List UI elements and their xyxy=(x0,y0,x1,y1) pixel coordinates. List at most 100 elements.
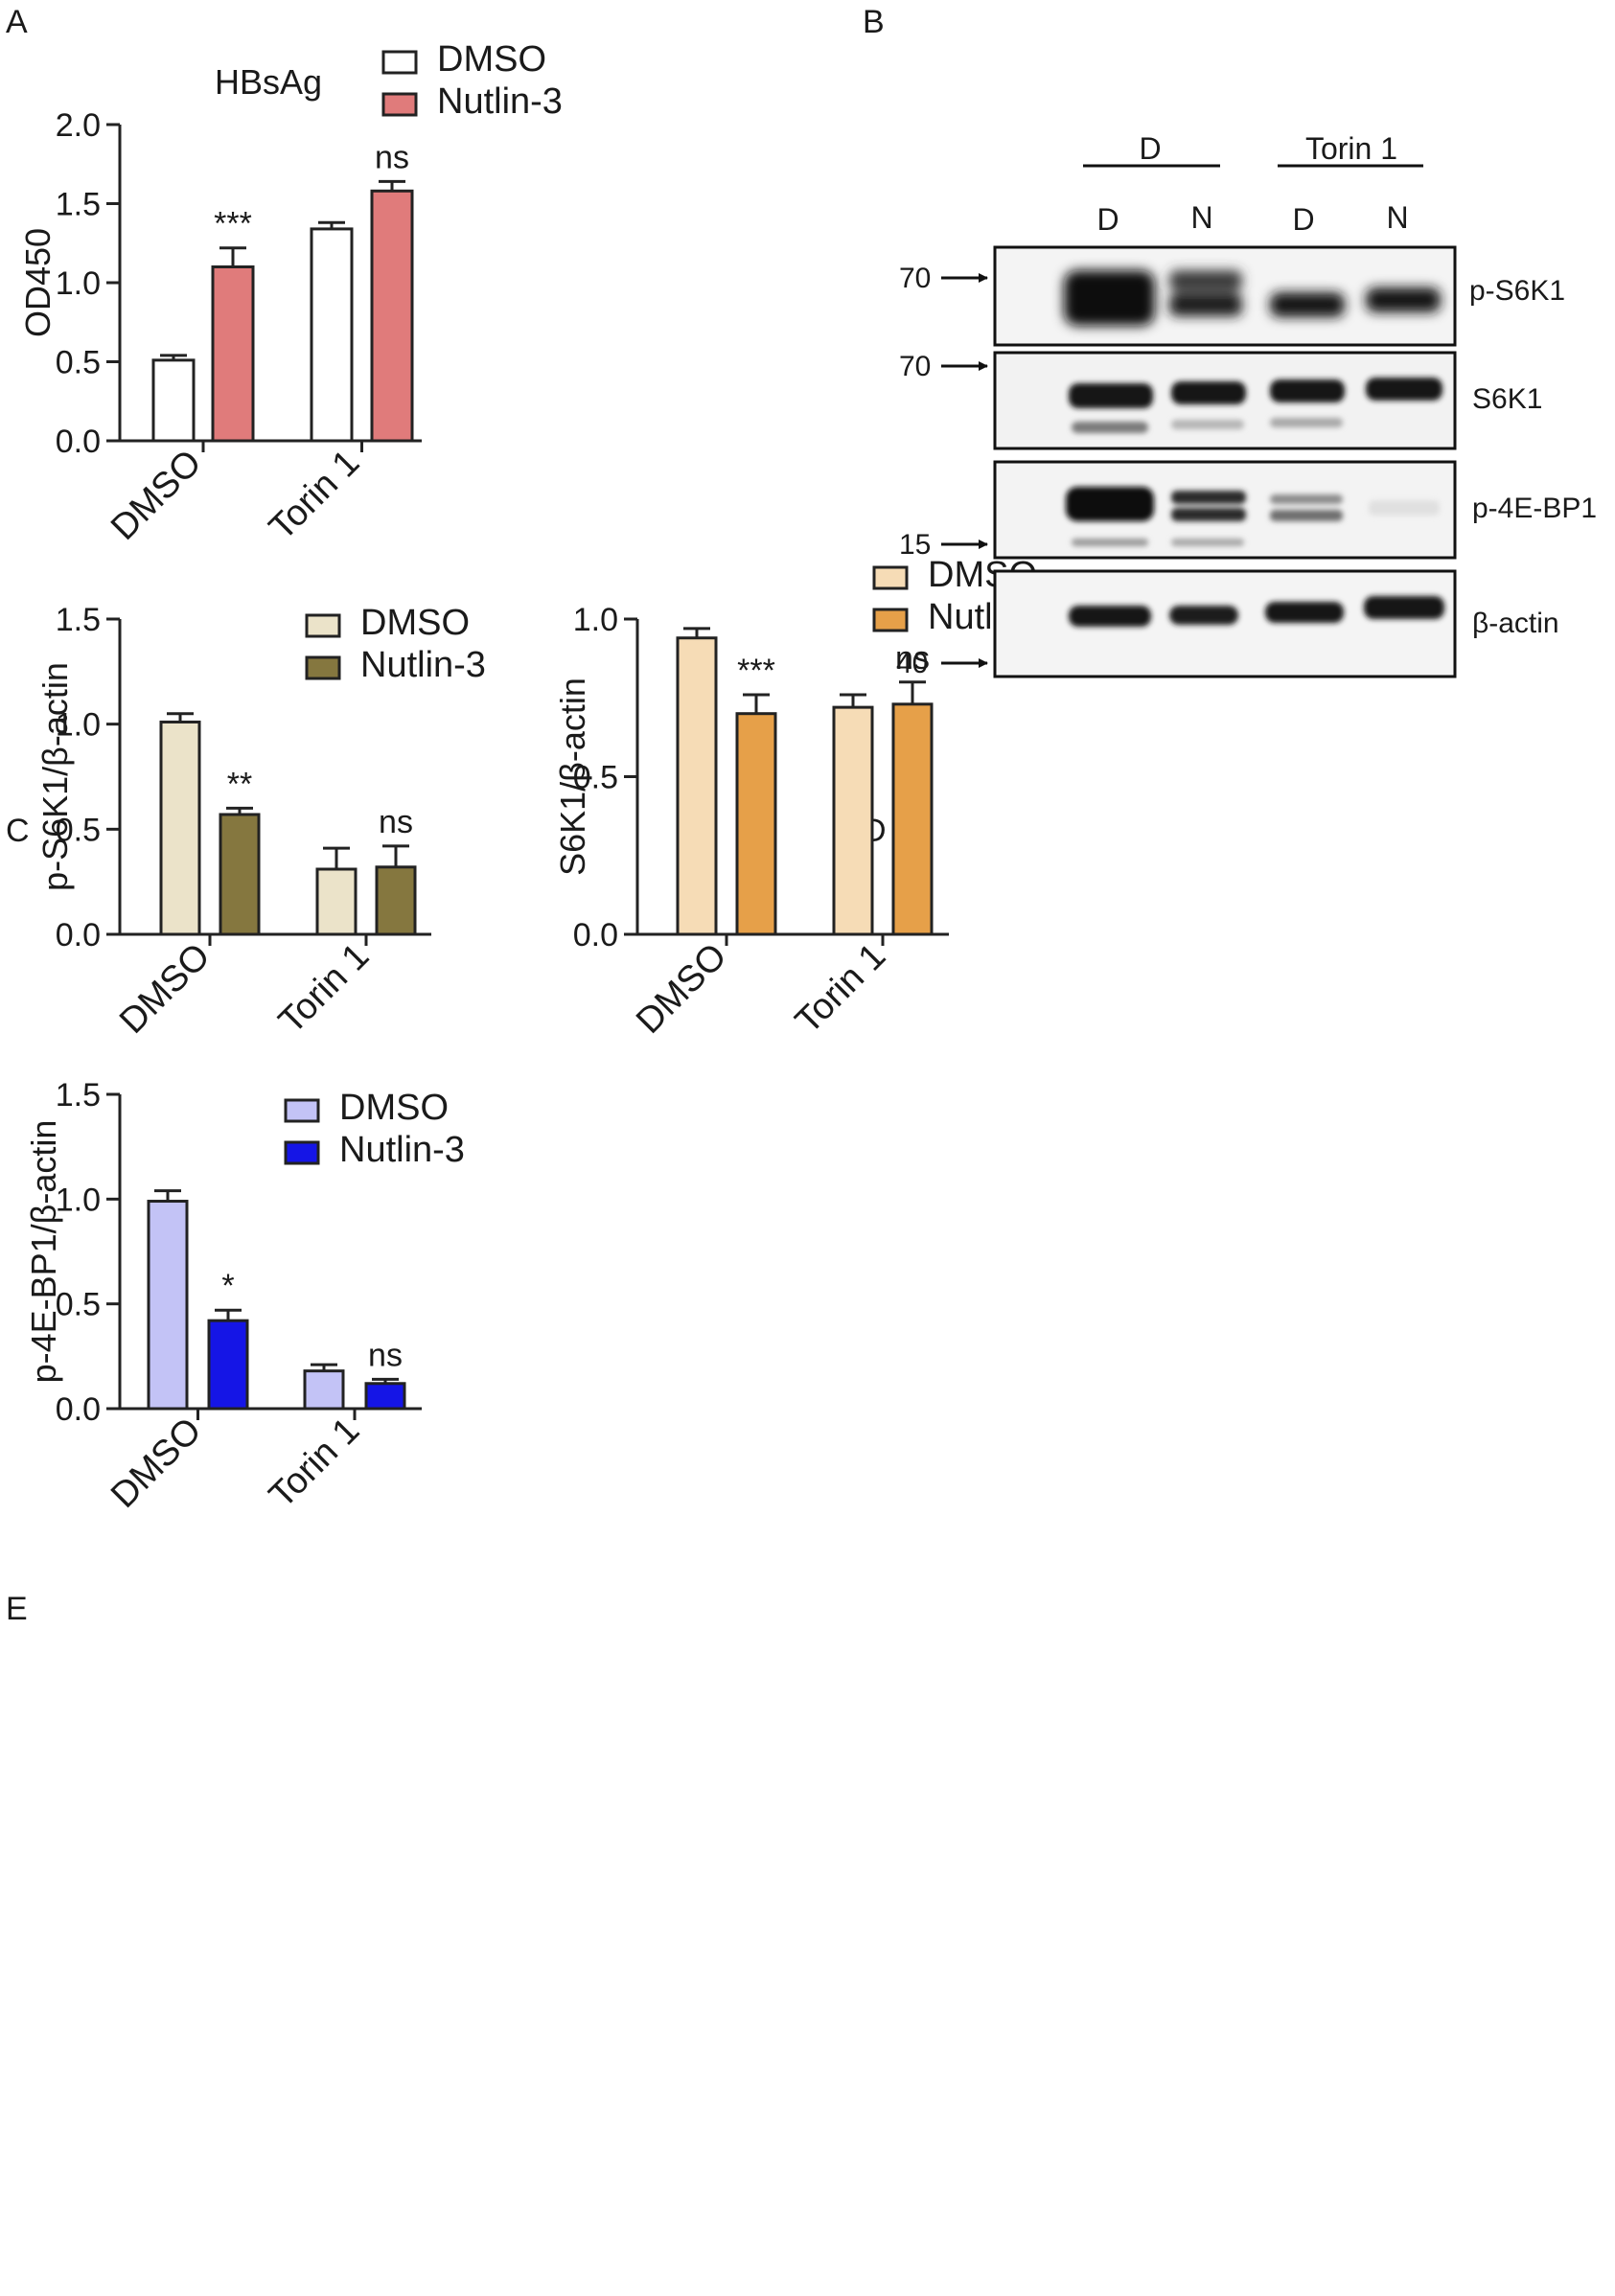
blot-row-p-s6k1: 70 p-S6K1 xyxy=(899,245,1565,347)
legend-label: Nutlin-3 xyxy=(360,645,486,685)
blot-band xyxy=(1169,606,1238,625)
significance-label: ns xyxy=(379,804,413,840)
group-label-torin: Torin 1 xyxy=(1305,131,1397,166)
group-label-d: D xyxy=(1139,131,1161,166)
bar-dmso-dmso xyxy=(151,358,196,443)
y-tick-label: 1.5 xyxy=(56,1077,101,1114)
chart-p-4e-bp1: 0.0 0.5 1.0 1.5 p-4E-BP1/β-actin * DMSO ns Torin… xyxy=(24,1077,465,1516)
significance-label: ns xyxy=(895,640,930,677)
bar-dmso-dmso xyxy=(147,1200,189,1411)
significance-label: * xyxy=(221,1268,234,1304)
significance-label: *** xyxy=(214,206,252,242)
bar-dmso-nutlin-3 xyxy=(211,265,255,443)
legend-swatch xyxy=(381,50,418,75)
bar-torin-1-nutlin-3 xyxy=(375,865,417,936)
y-tick-label: 1.0 xyxy=(56,265,101,302)
blot-band xyxy=(1366,378,1442,401)
blot-band xyxy=(1171,508,1246,521)
blot-row-p-4e-bp1: 15 p-4E-BP1 xyxy=(899,460,1597,561)
legend-swatch xyxy=(381,92,418,117)
y-axis-title: p-4E-BP1/β-actin xyxy=(24,1120,63,1384)
legend-swatch xyxy=(305,655,341,680)
marker-label: 70 xyxy=(899,263,931,294)
y-tick-label: 1.5 xyxy=(56,187,101,223)
blot-row-beta-actin: 40 β-actin xyxy=(896,569,1559,679)
category-label: Torin 1 xyxy=(262,443,367,548)
legend-label: Nutlin-3 xyxy=(437,81,563,122)
blot-band xyxy=(1072,539,1148,546)
category-label: Torin 1 xyxy=(271,936,377,1042)
y-tick-label: 1.5 xyxy=(56,602,101,638)
bar-torin-1-dmso xyxy=(303,1369,345,1411)
marker-label: 40 xyxy=(896,648,928,679)
legend-label: DMSO xyxy=(339,1088,449,1128)
lane-label-4: N xyxy=(1386,200,1408,235)
lane-label-3: D xyxy=(1292,202,1314,237)
blot-band xyxy=(1069,383,1153,408)
bar-dmso-nutlin-3 xyxy=(219,813,261,936)
y-tick-label: 0.5 xyxy=(56,1287,101,1323)
blot-label-p-4e-bp1: p-4E-BP1 xyxy=(1472,493,1597,524)
blot-band xyxy=(1270,379,1345,402)
chart-hbsag: HBsAg 0.0 0.5 1.0 1.5 2.0 OD450 *** DMSO ns Torin … xyxy=(18,39,563,548)
blot-band xyxy=(1169,293,1242,316)
blot-label-p-s6k1: p-S6K1 xyxy=(1469,275,1565,307)
blot-band xyxy=(1072,422,1148,433)
blot-band xyxy=(1171,420,1244,429)
legend-swatch xyxy=(872,565,909,590)
y-axis-title: OD450 xyxy=(18,228,58,337)
y-axis-title: p-S6K1/β-actin xyxy=(35,662,75,891)
y-tick-label: 0.0 xyxy=(56,1391,101,1428)
blot-band xyxy=(1064,270,1155,326)
panel-letter-a: A xyxy=(6,4,28,40)
category-label: DMSO xyxy=(629,936,734,1042)
blot-band xyxy=(1265,602,1344,623)
category-label: Torin 1 xyxy=(788,936,893,1042)
y-tick-label: 0.5 xyxy=(573,760,618,796)
blot-band xyxy=(1270,510,1343,521)
y-tick-label: 0.0 xyxy=(573,917,618,953)
y-tick-label: 0.5 xyxy=(56,812,101,848)
significance-label: ns xyxy=(375,139,409,175)
blot-band xyxy=(1171,491,1246,504)
blot-band xyxy=(1270,494,1343,504)
blot-label-s6k1: S6K1 xyxy=(1472,383,1542,415)
legend-label: DMSO xyxy=(360,603,470,643)
bar-dmso-dmso xyxy=(676,636,718,936)
blot-band xyxy=(1169,270,1242,291)
legend-label: Nutlin-3 xyxy=(339,1130,465,1170)
category-label: DMSO xyxy=(104,1411,209,1516)
legend-label: DMSO xyxy=(437,39,546,80)
western-blot: D Torin 1 D N D N 70 p-S6K1 xyxy=(896,131,1597,679)
bar-dmso-nutlin-3 xyxy=(207,1319,249,1411)
blot-band xyxy=(1171,381,1246,404)
y-tick-label: 0.0 xyxy=(56,917,101,953)
y-axis-title: S6K1/β-actin xyxy=(553,677,592,876)
y-tick-label: 1.0 xyxy=(56,1182,101,1218)
marker-label: 70 xyxy=(899,351,931,382)
category-label: DMSO xyxy=(104,443,209,548)
y-tick-label: 0.5 xyxy=(56,345,101,381)
blot-band xyxy=(1270,418,1343,427)
significance-label: *** xyxy=(737,653,775,689)
significance-label: ns xyxy=(368,1337,403,1373)
blot-band xyxy=(1366,287,1441,312)
y-tick-label: 1.0 xyxy=(56,707,101,744)
legend-swatch xyxy=(305,613,341,638)
blot-band xyxy=(1364,596,1444,619)
bar-torin-1-nutlin-3 xyxy=(370,189,414,443)
y-tick-label: 2.0 xyxy=(56,107,101,144)
lane-label-2: N xyxy=(1190,200,1212,235)
y-tick-label: 0.0 xyxy=(56,424,101,460)
legend-swatch xyxy=(284,1140,320,1165)
bar-torin-1-dmso xyxy=(310,227,354,443)
panel-letter-b: B xyxy=(863,4,885,40)
significance-label: ** xyxy=(227,766,252,802)
category-label: DMSO xyxy=(112,936,218,1042)
panel-letter-e: E xyxy=(6,1591,28,1627)
lane-label-1: D xyxy=(1096,202,1119,237)
legend-swatch xyxy=(872,608,909,632)
blot-band xyxy=(1171,539,1244,546)
